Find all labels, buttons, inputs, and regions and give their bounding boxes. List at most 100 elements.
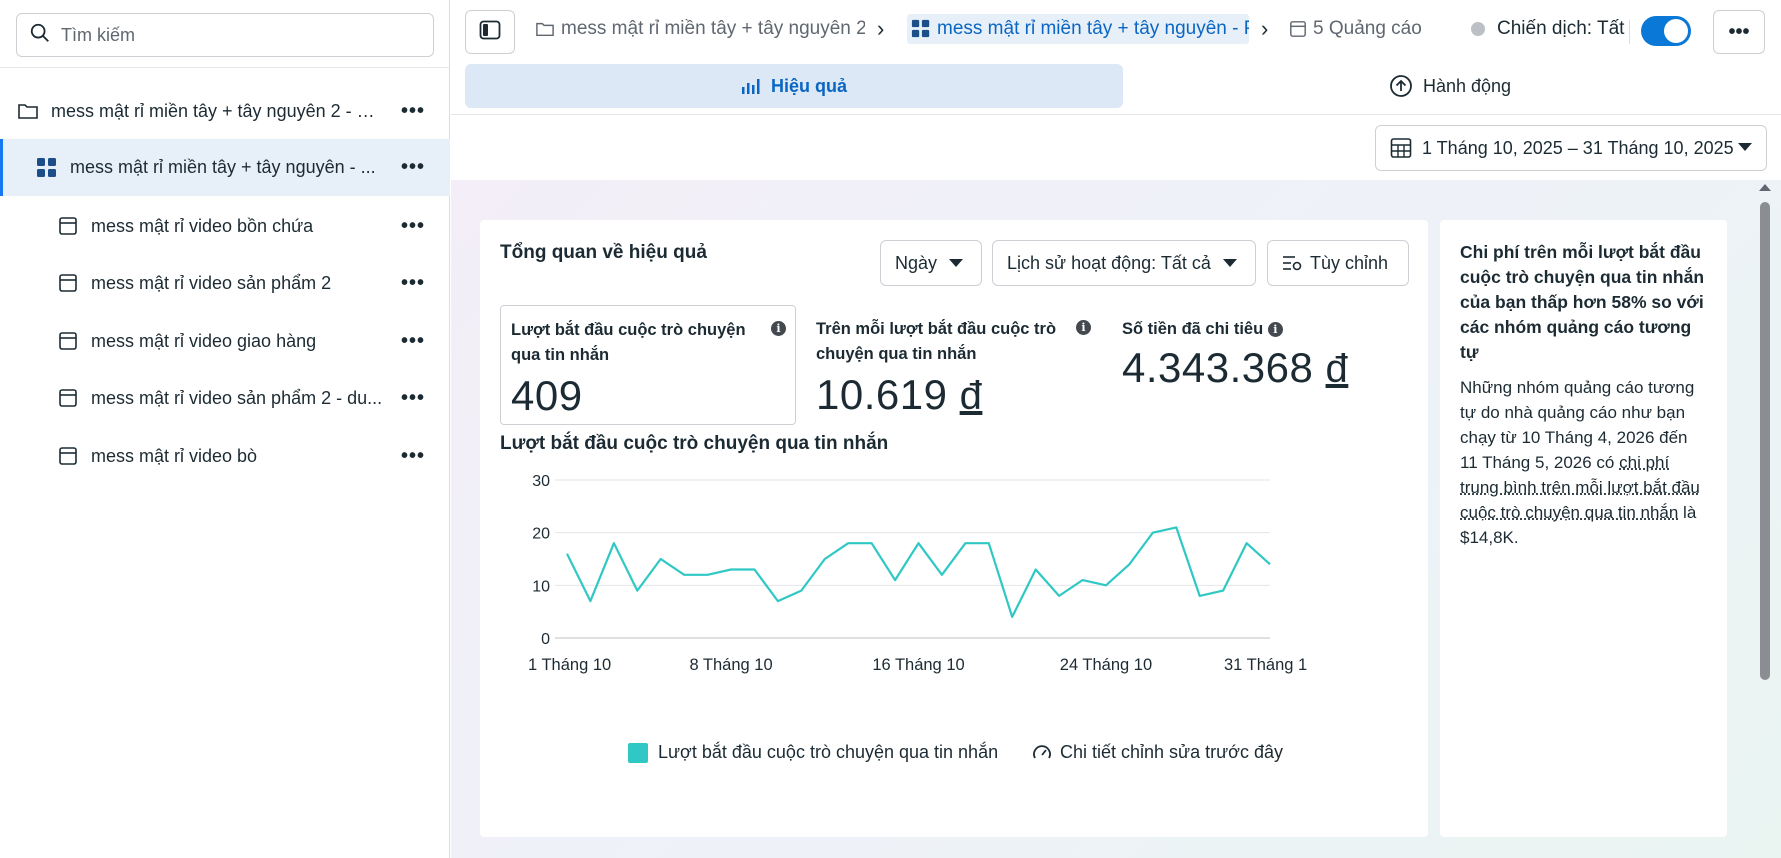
tree-item-label: mess mật rỉ video giao hàng bbox=[91, 330, 317, 351]
caret-down-icon bbox=[1222, 259, 1237, 267]
divider bbox=[1629, 20, 1630, 44]
ad-icon bbox=[57, 387, 79, 409]
y-tick-label: 10 bbox=[532, 578, 550, 595]
tree-item-ad[interactable]: mess mật rỉ video sản phẩm 2 - du... ••• bbox=[0, 370, 450, 426]
activity-history-dropdown[interactable]: Lịch sử hoạt động: Tất cả bbox=[992, 240, 1256, 286]
date-range-picker[interactable]: 1 Tháng 10, 2025 – 31 Tháng 10, 2025 bbox=[1375, 125, 1767, 171]
legend-swatch bbox=[628, 742, 648, 763]
metric-cost-per-conversation[interactable]: Trên mỗi lượt bắt đầu cuộc trò chuyện qu… bbox=[806, 305, 1102, 425]
search-icon bbox=[29, 22, 51, 49]
scroll-up-arrow-icon[interactable] bbox=[1759, 184, 1771, 191]
caret-down-icon bbox=[1738, 143, 1752, 151]
chart-title: Lượt bắt đầu cuộc trò chuyện qua tin nhắ… bbox=[500, 433, 889, 454]
more-options-icon[interactable]: ••• bbox=[400, 329, 425, 352]
search-box[interactable] bbox=[16, 13, 434, 57]
tab-performance-label: Hiệu quả bbox=[770, 75, 847, 96]
x-tick-label: 31 Tháng 1 bbox=[1224, 656, 1307, 674]
adset-grid-icon bbox=[36, 157, 58, 179]
campaign-status-label: Chiến dịch: Tất bbox=[1497, 18, 1625, 39]
campaign-toggle-switch[interactable] bbox=[1641, 16, 1691, 46]
sidebar-divider bbox=[0, 67, 450, 68]
tree-item-label: mess mật rỉ video sản phẩm 2 - du... bbox=[91, 387, 383, 408]
tab-actions[interactable]: Hành động bbox=[1130, 64, 1770, 108]
folder-icon bbox=[17, 100, 39, 122]
currency-symbol: đ bbox=[1325, 347, 1349, 391]
granularity-dropdown[interactable]: Ngày bbox=[880, 240, 982, 286]
breadcrumb-adset-label: mess mật rỉ miền tây + tây nguyên - P bbox=[937, 18, 1249, 39]
more-options-icon[interactable]: ••• bbox=[400, 444, 425, 467]
more-options-icon[interactable]: ••• bbox=[400, 214, 425, 237]
metric-conversations[interactable]: Lượt bắt đầu cuộc trò chuyện qua tin nhắ… bbox=[500, 305, 796, 425]
chevron-right-icon: › bbox=[1261, 16, 1269, 41]
campaign-status: Chiến dịch: Tất bbox=[1471, 18, 1624, 40]
more-options-icon[interactable]: ••• bbox=[400, 155, 425, 178]
info-icon[interactable]: i bbox=[1076, 320, 1091, 335]
tree-item-campaign[interactable]: mess mật rỉ miền tây + tây nguyên 2 - 1.… bbox=[0, 83, 450, 139]
more-options-icon[interactable]: ••• bbox=[400, 386, 425, 409]
metric-value: 10.619 đ bbox=[816, 371, 1092, 419]
more-options-icon[interactable]: ••• bbox=[400, 271, 425, 294]
customize-settings-icon bbox=[1282, 254, 1302, 272]
tab-performance[interactable]: Hiệu quả bbox=[465, 64, 1123, 108]
metric-label: Trên mỗi lượt bắt đầu cuộc trò chuyện qu… bbox=[816, 317, 1066, 367]
metric-value-number: 409 bbox=[511, 372, 583, 419]
tree-item-ad[interactable]: mess mật rỉ video giao hàng ••• bbox=[0, 313, 450, 369]
x-tick-label: 24 Tháng 10 bbox=[1060, 656, 1152, 674]
activity-history-label: Lịch sử hoạt động: Tất cả bbox=[1007, 252, 1211, 273]
more-options-button[interactable]: ••• bbox=[1713, 10, 1765, 54]
sidebar: mess mật rỉ miền tây + tây nguyên 2 - 1.… bbox=[0, 0, 450, 858]
metric-label-text: Trên mỗi lượt bắt đầu cuộc trò chuyện qu… bbox=[816, 320, 1057, 363]
metric-label: Lượt bắt đầu cuộc trò chuyện qua tin nhắ… bbox=[511, 318, 761, 368]
x-tick-label: 8 Tháng 10 bbox=[689, 656, 772, 674]
legend-edits-label: Chi tiết chỉnh sửa trước đây bbox=[1060, 742, 1283, 762]
overview-title: Tổng quan về hiệu quả bbox=[500, 242, 707, 263]
legend-series[interactable]: Lượt bắt đầu cuộc trò chuyện qua tin nhắ… bbox=[628, 742, 998, 763]
info-icon[interactable]: i bbox=[1267, 322, 1283, 337]
ad-icon bbox=[57, 445, 79, 467]
series-line[interactable] bbox=[566, 526, 1271, 618]
scrollbar-thumb[interactable] bbox=[1760, 202, 1770, 680]
breadcrumb-campaign-label: mess mật rỉ miền tây + tây nguyên 2 - bbox=[561, 18, 865, 39]
currency-symbol: đ bbox=[959, 374, 983, 418]
info-icon[interactable]: i bbox=[771, 321, 786, 336]
performance-overview-card: Tổng quan về hiệu quả Ngày Lịch sử hoạt … bbox=[480, 220, 1428, 837]
legend-edits[interactable]: Chi tiết chỉnh sửa trước đây bbox=[1032, 742, 1283, 763]
caret-down-icon bbox=[949, 259, 964, 267]
y-tick-label: 20 bbox=[532, 526, 550, 543]
insight-card: Chi phí trên mỗi lượt bắt đầu cuộc trò c… bbox=[1440, 220, 1727, 837]
metric-value: 409 bbox=[511, 372, 785, 420]
metric-amount-spent[interactable]: Số tiền đã chi tiêu i 4.343.368 đ bbox=[1112, 305, 1408, 425]
insight-body-suffix: là $14,8K. bbox=[1460, 503, 1697, 547]
tree-item-ad[interactable]: mess mật rỉ video bò ••• bbox=[0, 428, 450, 484]
status-dot bbox=[1471, 22, 1485, 36]
toggle-knob bbox=[1664, 19, 1688, 43]
customize-button[interactable]: Tùy chỉnh bbox=[1267, 240, 1409, 286]
metric-value-number: 4.343.368 bbox=[1122, 344, 1314, 391]
x-tick-label: 16 Tháng 10 bbox=[872, 656, 964, 674]
y-tick-label: 0 bbox=[541, 631, 550, 648]
ad-icon bbox=[57, 272, 79, 294]
metric-label-text: Lượt bắt đầu cuộc trò chuyện qua tin nhắ… bbox=[511, 321, 746, 364]
tree-item-adset[interactable]: mess mật rỉ miền tây + tây nguyên - ... … bbox=[0, 139, 450, 196]
date-range-label: 1 Tháng 10, 2025 – 31 Tháng 10, 2025 bbox=[1422, 137, 1734, 158]
tree-item-label: mess mật rỉ video sản phẩm 2 bbox=[91, 272, 332, 293]
metric-value: 4.343.368 đ bbox=[1122, 344, 1398, 392]
ad-icon bbox=[1289, 20, 1307, 38]
adset-grid-icon bbox=[911, 19, 931, 39]
bar-chart-icon bbox=[741, 77, 761, 95]
more-options-icon[interactable]: ••• bbox=[400, 99, 425, 122]
line-chart: 0 10 20 30 1 Tháng 10 8 Tháng 10 16 Tháng 10 24… bbox=[528, 473, 1307, 674]
breadcrumb-adset[interactable]: mess mật rỉ miền tây + tây nguyên - P bbox=[907, 14, 1249, 44]
tree-item-label: mess mật rỉ miền tây + tây nguyên - ... bbox=[70, 157, 376, 177]
sidebar-toggle-button[interactable] bbox=[465, 10, 515, 54]
sidebar-panel-icon bbox=[479, 20, 501, 45]
tree-item-label: mess mật rỉ miền tây + tây nguyên 2 - 1.… bbox=[51, 100, 381, 121]
breadcrumb-campaign[interactable]: mess mật rỉ miền tây + tây nguyên 2 - bbox=[535, 18, 865, 40]
search-input[interactable] bbox=[61, 24, 421, 46]
insight-link[interactable]: chi phí trung bình trên mỗi lượt bắt đầu… bbox=[1460, 453, 1700, 522]
tree-item-ad[interactable]: mess mật rỉ video sản phẩm 2 ••• bbox=[0, 255, 450, 311]
gauge-icon bbox=[1032, 743, 1052, 763]
tree-item-ad[interactable]: mess mật rỉ video bồn chứa ••• bbox=[0, 198, 450, 254]
ad-icon bbox=[57, 330, 79, 352]
breadcrumb-ads[interactable]: 5 Quảng cáo bbox=[1289, 18, 1439, 40]
